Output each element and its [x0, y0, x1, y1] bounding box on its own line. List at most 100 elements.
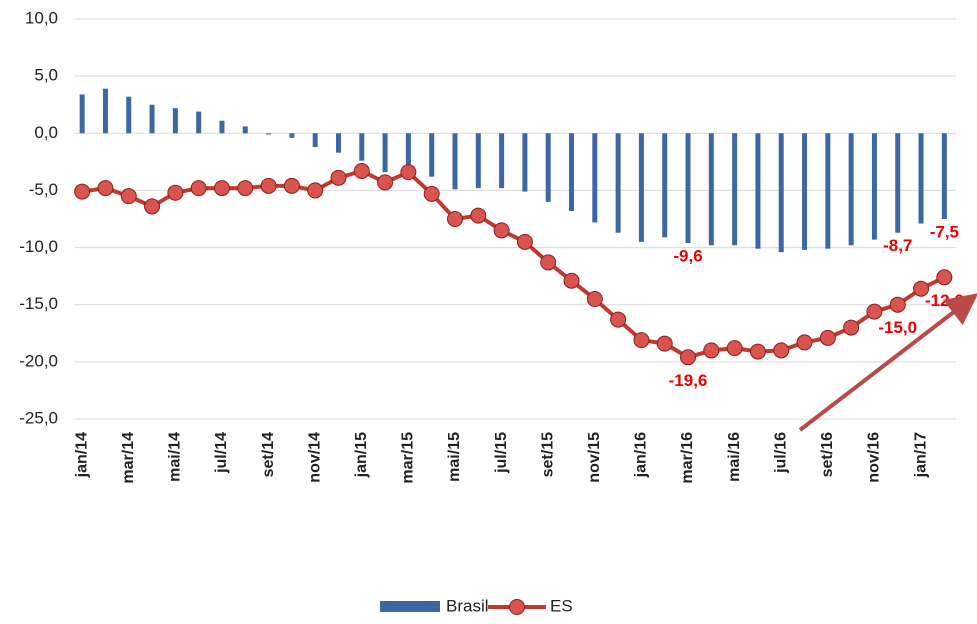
marker [633, 332, 650, 349]
bar [755, 133, 761, 249]
marker [283, 177, 300, 194]
marker [167, 184, 184, 201]
bar [802, 133, 808, 250]
marker [796, 334, 813, 351]
marker [377, 174, 394, 191]
marker [773, 342, 790, 359]
data-label: -19,6 [669, 371, 708, 390]
marker [144, 198, 161, 215]
legend-label: Brasil [446, 596, 489, 615]
bar [918, 133, 924, 224]
marker [749, 343, 766, 360]
y-tick-label: -25,0 [19, 408, 58, 427]
bar [335, 133, 341, 153]
marker [260, 177, 277, 194]
marker [74, 183, 91, 200]
bar [196, 111, 202, 134]
marker [866, 303, 883, 320]
bar [289, 133, 295, 138]
marker [330, 169, 347, 186]
marker [656, 335, 673, 352]
y-tick-label: 10,0 [25, 8, 58, 27]
marker [120, 188, 137, 205]
bar [778, 133, 784, 253]
x-tick-label: jul/14 [213, 432, 230, 474]
x-tick-label: jul/15 [493, 432, 510, 474]
x-tick-label: mar/14 [120, 432, 137, 484]
x-tick-label: nov/16 [866, 432, 883, 483]
x-tick-label: set/16 [819, 432, 836, 477]
bar [871, 133, 877, 240]
bar [149, 104, 155, 134]
x-tick-label: mai/15 [446, 432, 463, 482]
bar [242, 126, 248, 134]
marker [213, 180, 230, 197]
bar [219, 120, 225, 134]
legend-swatch [380, 601, 440, 612]
x-tick-label: mar/15 [400, 432, 417, 484]
bar [895, 133, 901, 233]
marker [493, 222, 510, 239]
marker [563, 272, 580, 289]
x-tick-label: jan/16 [633, 432, 650, 478]
marker [540, 254, 557, 271]
data-label: -7,5 [930, 222, 959, 241]
marker [470, 207, 487, 224]
bar [102, 88, 108, 134]
x-tick-label: mar/16 [679, 432, 696, 484]
marker [446, 211, 463, 227]
x-tick-label: jul/16 [772, 432, 789, 474]
bar [499, 133, 505, 189]
y-tick-label: -10,0 [19, 237, 58, 256]
data-label: -8,7 [883, 236, 912, 255]
marker [680, 349, 697, 366]
marker [889, 296, 906, 313]
legend-label: ES [550, 596, 573, 615]
bar [429, 133, 435, 177]
marker [936, 269, 953, 286]
data-label: -15,0 [878, 318, 917, 337]
bar [452, 133, 458, 190]
x-tick-label: mai/14 [167, 432, 184, 482]
marker [190, 180, 207, 197]
x-tick-label: jan/17 [912, 432, 929, 478]
x-tick-label: jan/15 [353, 432, 370, 478]
bar [126, 96, 132, 134]
bar [941, 133, 947, 219]
y-tick-label: -20,0 [19, 351, 58, 370]
bar [545, 133, 551, 202]
data-label: -9,6 [673, 246, 702, 265]
x-tick-label: mai/16 [726, 432, 743, 482]
bar [569, 133, 575, 211]
bar [825, 133, 831, 249]
marker [913, 280, 930, 297]
bar [708, 133, 714, 246]
bar [615, 133, 621, 233]
marker [307, 182, 324, 199]
bar [662, 133, 668, 238]
x-tick-label: set/15 [539, 432, 556, 477]
annotation-arrow [798, 293, 977, 432]
marker [586, 291, 603, 307]
bar [592, 133, 598, 223]
bar [405, 133, 411, 175]
marker [703, 342, 720, 359]
bar [312, 133, 318, 147]
x-tick-label: jan/14 [73, 432, 90, 478]
legend: Brasil ES [380, 596, 573, 615]
bar [522, 133, 528, 192]
y-tick-label: -15,0 [19, 294, 58, 313]
bar [382, 133, 388, 173]
marker [97, 180, 114, 197]
bar [475, 133, 481, 189]
bar [848, 133, 854, 246]
bar [685, 133, 691, 243]
marker [400, 164, 417, 181]
marker [610, 311, 627, 328]
marker [819, 329, 836, 346]
bar [638, 133, 644, 242]
marker [423, 185, 440, 202]
legend-swatch [509, 599, 525, 615]
marker [353, 163, 370, 179]
